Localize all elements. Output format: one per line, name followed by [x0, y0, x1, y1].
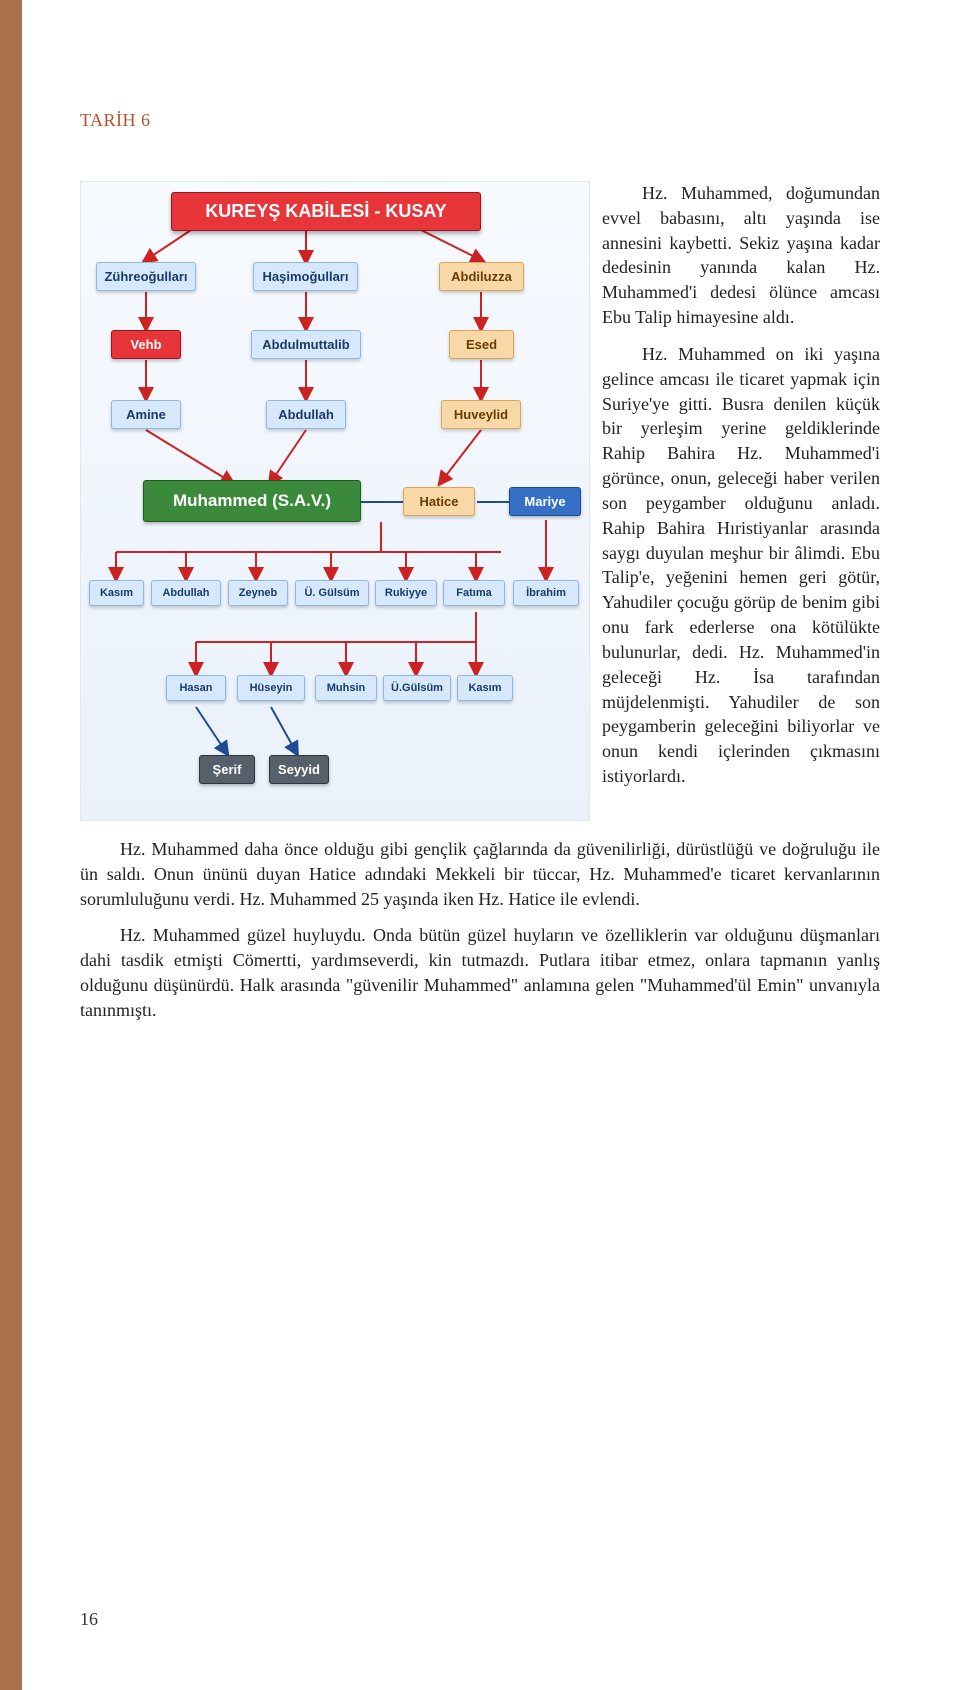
node-child-gulsum: Ü. Gülsüm — [295, 580, 369, 606]
node-abdulmuttalib: Abdulmuttalib — [251, 330, 361, 359]
node-hasim: Haşimoğulları — [253, 262, 358, 291]
node-zuhre: Zühreoğulları — [96, 262, 196, 291]
node-grand-kasim: Kasım — [457, 675, 513, 701]
node-serif: Şerif — [199, 755, 255, 784]
page-header: TARİH 6 — [80, 110, 880, 131]
node-grand-gulsum: Ü.Gülsüm — [383, 675, 451, 701]
diagram-inner: KUREYŞ KABİLESİ - KUSAY Zühreoğulları Ha… — [80, 181, 590, 821]
lower-text: Hz. Muhammed daha önce olduğu gibi gençl… — [80, 837, 880, 1023]
node-child-abdullah: Abdullah — [151, 580, 221, 606]
node-hatice: Hatice — [403, 487, 475, 516]
paragraph-2a: Hz. Muhammed on iki yaşına gelince amcas… — [602, 344, 880, 687]
node-grand-muhsin: Muhsin — [315, 675, 377, 701]
node-amine: Amine — [111, 400, 181, 429]
node-esed: Esed — [449, 330, 514, 359]
node-abdiluzza: Abdiluzza — [439, 262, 524, 291]
text-wrap: KUREYŞ KABİLESİ - KUSAY Zühreoğulları Ha… — [80, 181, 880, 825]
family-tree-diagram: KUREYŞ KABİLESİ - KUSAY Zühreoğulları Ha… — [80, 181, 590, 821]
node-grand-hasan: Hasan — [166, 675, 226, 701]
page-number: 16 — [80, 1609, 98, 1630]
node-child-zeyneb: Zeyneb — [228, 580, 288, 606]
node-grand-huseyin: Hüseyin — [237, 675, 305, 701]
node-abdullah: Abdullah — [266, 400, 346, 429]
node-child-rukiyye: Rukiyye — [375, 580, 437, 606]
paragraph-4: Hz. Muhammed güzel huyluydu. Onda bütün … — [80, 923, 880, 1022]
node-child-fatima: Fatıma — [443, 580, 505, 606]
node-vehb: Vehb — [111, 330, 181, 359]
node-child-kasim: Kasım — [89, 580, 144, 606]
node-huveylid: Huveylid — [441, 400, 521, 429]
node-muhammed: Muhammed (S.A.V.) — [143, 480, 361, 522]
node-title: KUREYŞ KABİLESİ - KUSAY — [171, 192, 481, 231]
node-seyyid: Seyyid — [269, 755, 329, 784]
node-child-ibrahim: İbrahim — [513, 580, 579, 606]
left-margin-bar — [0, 0, 22, 1690]
page-content: TARİH 6 — [80, 110, 880, 1023]
paragraph-3: Hz. Muhammed daha önce olduğu gibi gençl… — [80, 837, 880, 911]
node-mariye: Mariye — [509, 487, 581, 516]
